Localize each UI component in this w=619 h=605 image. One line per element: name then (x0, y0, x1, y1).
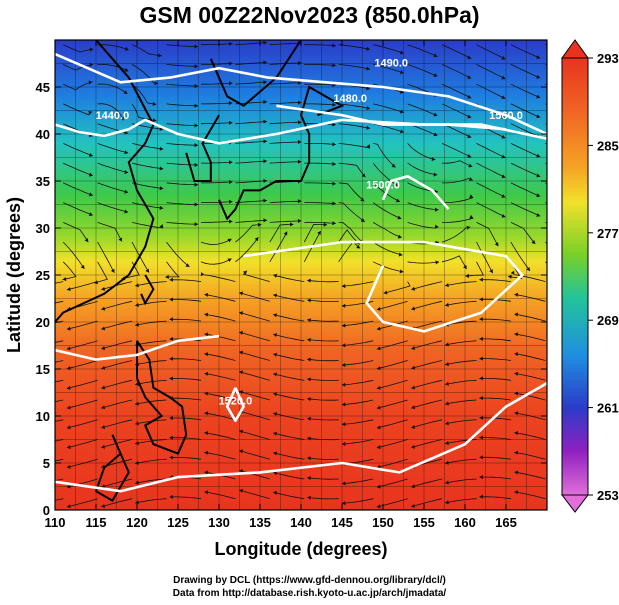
contour-line (55, 334, 220, 361)
x-tick-label: 110 (45, 515, 66, 530)
credit-drawing: Drawing by DCL (https://www.gfd-dennou.o… (173, 575, 446, 586)
colorbar-label: 261 (597, 401, 619, 416)
x-tick-label: 120 (126, 515, 148, 530)
y-tick-label: 30 (36, 221, 50, 236)
colorbar-label: 293 (597, 51, 619, 66)
y-tick-label: 20 (36, 315, 50, 330)
x-tick-label: 135 (249, 515, 271, 530)
y-tick-label: 10 (36, 409, 50, 424)
y-tick-label: 45 (36, 80, 50, 95)
colorbar-label: 285 (597, 138, 619, 153)
y-tick-label: 35 (36, 174, 50, 189)
y-tick-label: 5 (43, 456, 50, 471)
x-tick-label: 115 (86, 515, 107, 530)
x-tick-label: 155 (413, 515, 435, 530)
contour-label: 1440.0 (96, 110, 130, 122)
x-axis-label: Longitude (degrees) (214, 539, 387, 559)
streamlines (55, 40, 547, 509)
x-tick-label: 125 (167, 515, 189, 530)
contour-line (225, 387, 245, 422)
y-tick-label: 25 (36, 268, 50, 283)
coastlines (55, 40, 345, 502)
x-axis-ticks: 110 115 120 125 130 135 140 145 150 155 160 165 (45, 40, 517, 530)
contour-line (276, 104, 507, 131)
colorbar-label: 269 (597, 313, 619, 328)
contour-line (55, 381, 547, 493)
contour-label: 1480.0 (333, 93, 367, 105)
colorbar-labels: 293 285 277 269 261 253 (588, 51, 619, 503)
credits: Drawing by DCL (https://www.gfd-dennou.o… (0, 574, 619, 600)
contour-label: 1490.0 (374, 57, 408, 69)
x-tick-label: 130 (208, 515, 230, 530)
colorbar-label: 277 (597, 226, 619, 241)
x-tick-label: 140 (290, 515, 312, 530)
y-axis-ticks: 0 5 10 15 20 25 30 35 40 45 (36, 80, 547, 518)
y-tick-label: 15 (36, 362, 50, 377)
contour-line (381, 175, 450, 211)
y-tick-label: 0 (43, 503, 50, 518)
contour-line (55, 52, 547, 136)
y-axis-label: Latitude (degrees) (4, 197, 24, 353)
x-tick-label: 145 (331, 515, 353, 530)
map-title: GSM 00Z22Nov2023 (850.0hPa) (139, 2, 480, 28)
x-tick-label: 150 (372, 515, 394, 530)
x-tick-label: 165 (495, 515, 517, 530)
colorbar-label: 253 (597, 488, 619, 503)
contour-label: 1520.0 (219, 396, 253, 408)
contour-line (243, 240, 524, 333)
x-tick-label: 160 (454, 515, 476, 530)
contour-label: 1500.0 (366, 180, 400, 192)
contour-label: 1560.0 (489, 110, 523, 122)
y-tick-label: 40 (36, 127, 50, 142)
colorbar: 293 285 277 269 261 253 (560, 39, 619, 513)
height-contours: 1440.0 1480.0 1490.0 1500.0 1560.0 1520.0 (55, 52, 547, 493)
credit-data: Data from http://database.rish.kyoto-u.a… (172, 588, 447, 599)
